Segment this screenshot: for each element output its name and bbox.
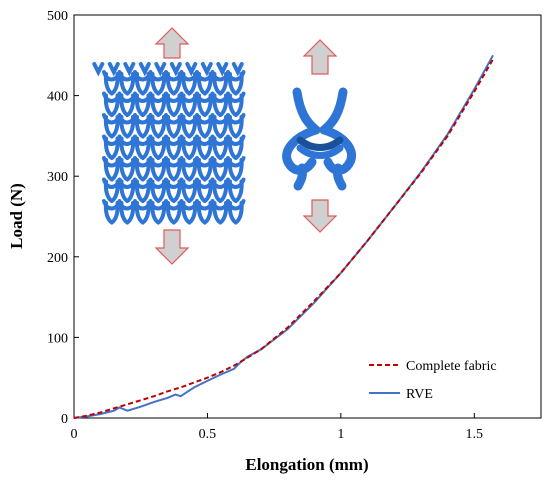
fabric-illustration — [92, 27, 356, 265]
x-axis: 0 0.5 1 1.5 — [71, 413, 484, 442]
unit-cell-top-arrow-icon — [302, 39, 338, 75]
y-axis-title: Load (N) — [7, 183, 26, 249]
series-line-complete-fabric — [73, 58, 494, 419]
fabric-bottom-arrow-icon — [154, 229, 190, 265]
y-axis: 0 100 200 300 400 500 — [47, 9, 79, 427]
x-tick-label: 0 — [71, 427, 78, 442]
y-tick-label: 500 — [47, 9, 68, 24]
legend-label-complete-fabric: Complete fabric — [406, 359, 497, 374]
series-layer — [73, 54, 494, 419]
legend: Complete fabric RVE — [369, 359, 497, 402]
series-line-rve — [73, 54, 494, 419]
legend-label-rve: RVE — [406, 387, 433, 402]
fabric-yarn-loops — [102, 70, 246, 225]
x-tick-label: 1.5 — [466, 427, 484, 442]
fabric-top-arrow-icon — [154, 27, 190, 59]
y-tick-label: 100 — [47, 331, 68, 346]
unit-cell-image — [282, 87, 356, 191]
y-tick-label: 400 — [47, 90, 68, 105]
x-axis-title: Elongation (mm) — [245, 455, 368, 474]
knitted-fabric-image — [92, 62, 246, 225]
y-tick-label: 200 — [47, 251, 68, 266]
plot-area — [73, 14, 542, 419]
unit-cell-bottom-arrow-icon — [302, 199, 338, 233]
x-tick-label: 1 — [337, 427, 344, 442]
x-tick-label: 0.5 — [199, 427, 217, 442]
fabric-yarn-ends — [92, 62, 244, 77]
y-tick-label: 0 — [61, 412, 68, 427]
y-tick-label: 300 — [47, 170, 68, 185]
